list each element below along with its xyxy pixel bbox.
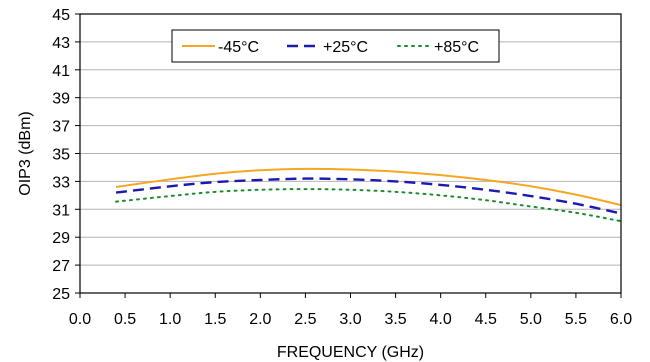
x-tick-label: 0.5 <box>114 311 136 328</box>
x-tick-label: 2.0 <box>249 311 271 328</box>
x-tick-label: 5.5 <box>565 311 587 328</box>
y-tick-label: 29 <box>52 230 70 247</box>
x-tick-label: 4.5 <box>475 311 497 328</box>
series-lines <box>115 167 622 223</box>
y-tick-label: 27 <box>52 258 70 275</box>
x-tick-label: 3.0 <box>339 311 361 328</box>
x-tick-label: 6.0 <box>610 311 632 328</box>
series-line-2 <box>115 188 622 223</box>
y-tick-label: 43 <box>52 35 70 52</box>
y-tick-label: 31 <box>52 202 70 219</box>
series-line-1 <box>115 177 622 215</box>
x-tick-label: 3.5 <box>384 311 406 328</box>
legend: -45°C +25°C +85°C <box>171 29 500 63</box>
legend-box <box>171 29 500 63</box>
y-tick-label: 45 <box>52 7 70 24</box>
series-line-0 <box>115 167 622 207</box>
y-axis-title: OIP3 (dBm) <box>17 111 34 195</box>
legend-label: -45°C <box>218 39 259 56</box>
y-tick-label: 41 <box>52 63 70 80</box>
y-tick-label: 25 <box>52 286 70 303</box>
x-axis-title: FREQUENCY (GHz) <box>277 344 424 361</box>
x-axis-ticks: 0.0 0.5 1.0 1.5 2.0 2.5 3.0 3.5 4.0 4.5 5.0 5.5 6.0 <box>69 293 632 328</box>
legend-label: +25°C <box>323 39 368 56</box>
x-tick-label: 4.0 <box>430 311 452 328</box>
y-tick-label: 35 <box>52 147 70 164</box>
y-tick-label: 33 <box>52 174 70 191</box>
x-tick-label: 2.5 <box>294 311 316 328</box>
y-axis-ticks: 25 27 29 31 33 35 37 39 41 43 45 <box>52 7 80 303</box>
y-tick-label: 39 <box>52 91 70 108</box>
x-tick-label: 0.0 <box>69 311 91 328</box>
x-tick-label: 1.0 <box>159 311 181 328</box>
y-tick-label: 37 <box>52 119 70 136</box>
x-tick-label: 1.5 <box>204 311 226 328</box>
legend-label: +85°C <box>434 39 479 56</box>
x-tick-label: 5.0 <box>520 311 542 328</box>
